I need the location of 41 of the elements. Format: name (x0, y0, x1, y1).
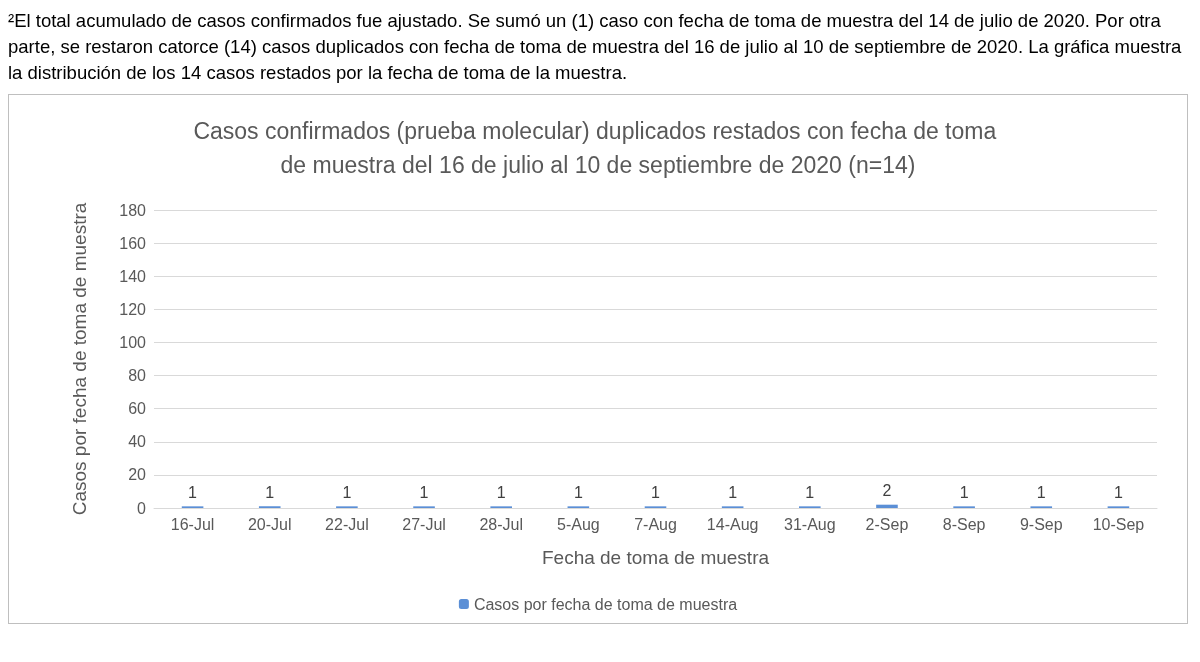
chart-title: Casos confirmados (prueba molecular) duplicados restados con fecha de toma de muestra del 16 de julio al 10 de septiembre de 2020 (n=14) (193, 118, 1003, 178)
text: ²El total acumulado de casos confirmados fue ajustado. Se sumó un (1) caso con fecha de toma de muestra del 14 de julio de 2020. Por otra parte, se restaron catorce (14) casos duplicados con fecha de toma de muestra del 16 de julio al 10 de septiembre de 2020. La gráfica muestra la distribución de los 14 casos restados por la fecha de toma de la muestra. (8, 9, 1183, 85)
data-label: 1 (265, 483, 275, 501)
x-tick-label: 5-Aug (556, 515, 600, 533)
y-tick-label: 160 (119, 234, 147, 252)
x-tick-label: 28-Jul (479, 515, 523, 533)
data-label: 1 (342, 483, 352, 501)
data-label: 1 (959, 483, 969, 501)
x-tick-label: 7-Aug (634, 515, 677, 533)
x-tick-label: 10-Sep (1092, 515, 1145, 533)
y-tick-label: 0 (137, 499, 147, 517)
data-label: 1 (805, 483, 815, 501)
y-tick-label: 60 (128, 400, 147, 418)
data-label: 1 (728, 483, 738, 501)
y-axis-title: Casos por fecha de toma de muestra (68, 202, 90, 516)
data-label: 1 (651, 483, 661, 501)
y-tick-label: 120 (119, 300, 147, 318)
x-tick-label: 9-Sep (1019, 515, 1063, 533)
data-label: 2 (882, 482, 892, 500)
data-label: 1 (1036, 483, 1046, 501)
x-axis-title: Fecha de toma de muestra (541, 547, 770, 568)
y-tick-label: 20 (128, 466, 147, 484)
x-tick-label: 27-Jul (402, 515, 446, 533)
x-tick-label: 2-Sep (865, 515, 909, 533)
y-tick-label: 100 (119, 333, 147, 351)
x-tick-label: 22-Jul (325, 515, 369, 533)
x-tick-label: 14-Aug (706, 515, 759, 533)
data-label: 1 (188, 483, 198, 501)
x-tick-label: 8-Sep (942, 515, 986, 533)
legend-label: Casos por fecha de toma de muestra (473, 595, 738, 613)
data-label: 1 (1113, 483, 1123, 501)
y-tick-label: 80 (128, 367, 147, 385)
x-tick-label: 31-Aug (784, 515, 836, 533)
data-label: 1 (419, 483, 429, 501)
data-label: 1 (573, 483, 583, 501)
data-label: 1 (496, 483, 506, 501)
x-tick-label: 16-Jul (170, 515, 215, 533)
y-tick-label: 180 (119, 201, 147, 219)
y-tick-label: 40 (128, 433, 147, 451)
x-tick-label: 20-Jul (247, 515, 292, 533)
y-tick-label: 140 (119, 267, 147, 285)
